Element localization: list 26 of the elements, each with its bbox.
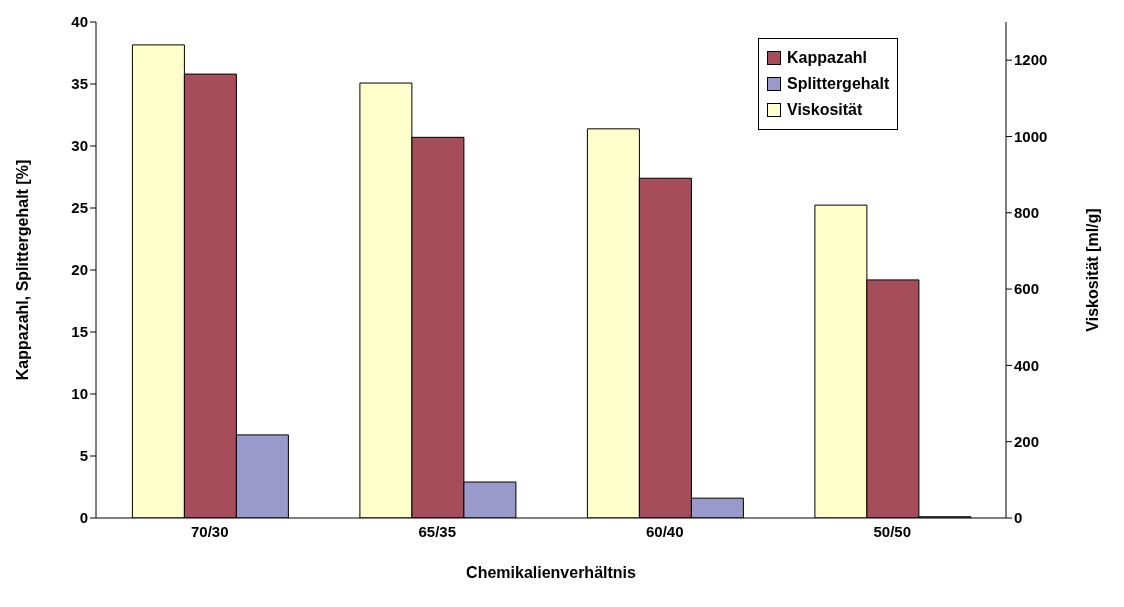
x-tick-label: 50/50 (873, 522, 912, 540)
y-tick-label: 15 (71, 323, 88, 341)
y-axis-title: Kappazahl, Splittergehalt [%] (13, 159, 31, 381)
legend-label: Kappazahl (787, 49, 868, 67)
y2-axis-title: Viskosität [ml/g] (1083, 208, 1101, 332)
x-axis-title: Chemikalienverhältnis (466, 564, 637, 581)
y-tick-label: 0 (79, 509, 88, 527)
x-tick-label: 70/30 (190, 522, 229, 540)
legend-label: Splittergehalt (787, 75, 890, 93)
y2-tick-label: 0 (1014, 509, 1023, 527)
y-tick-label: 35 (71, 75, 88, 93)
y2-tick-label: 1200 (1014, 51, 1048, 69)
y2-tick-label: 1000 (1014, 127, 1048, 145)
y-tick-label: 5 (79, 447, 88, 465)
y2-tick-label: 800 (1014, 204, 1040, 222)
y2-tick-label: 400 (1014, 356, 1040, 374)
y-tick-label: 25 (71, 199, 88, 217)
y-tick-label: 30 (71, 137, 88, 155)
x-tick-label: 65/35 (418, 522, 457, 540)
x-tick-label: 60/40 (645, 522, 684, 540)
y2-tick-label: 200 (1014, 433, 1040, 451)
legend-label: Viskosität (787, 101, 863, 119)
y-tick-label: 10 (71, 385, 88, 403)
y-tick-label: 20 (71, 261, 88, 279)
y2-tick-label: 600 (1014, 280, 1040, 298)
y-tick-label: 40 (71, 13, 88, 31)
